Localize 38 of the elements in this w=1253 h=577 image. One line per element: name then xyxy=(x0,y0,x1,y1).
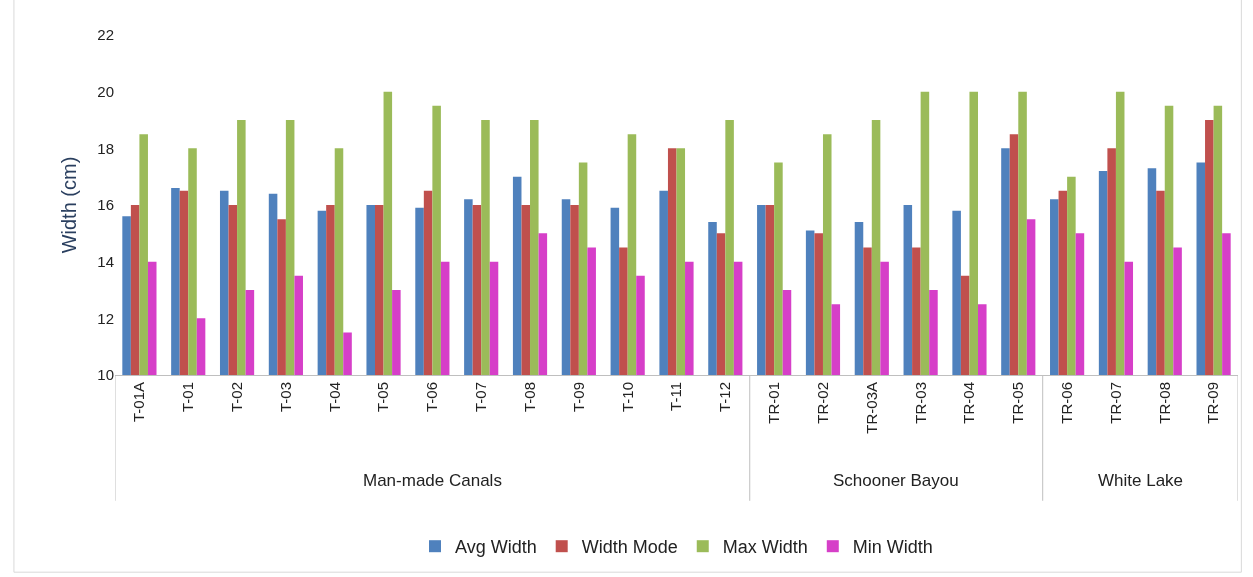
x-tick-label: T-04 xyxy=(325,382,343,413)
y-axis-title: Width (cm) xyxy=(57,156,80,254)
x-tick-label: T-01A xyxy=(130,382,148,423)
y-tick-label: 16 xyxy=(97,196,114,214)
x-tick-label: TR-06 xyxy=(1057,382,1075,424)
y-tick-label: 12 xyxy=(97,309,114,327)
y-tick-label: 20 xyxy=(97,82,114,100)
x-tick-label: TR-03A xyxy=(862,382,880,434)
x-tick-label: TR-07 xyxy=(1106,382,1124,424)
x-tick-label: TR-09 xyxy=(1204,382,1222,424)
x-tick-label: TR-02 xyxy=(813,382,831,424)
x-tick-label: T-03 xyxy=(276,382,294,413)
x-tick-label: T-05 xyxy=(374,382,392,413)
text: Man-made Canals xyxy=(363,471,502,490)
text: White Lake xyxy=(1098,471,1184,490)
text: Schooner Bayou xyxy=(833,471,959,490)
y-tick-label: 14 xyxy=(97,252,114,270)
x-tick-label: T-11 xyxy=(667,382,685,411)
y-tick-label: 10 xyxy=(97,366,114,384)
x-tick-label: TR-05 xyxy=(1009,382,1027,424)
x-tick-label: TR-01 xyxy=(765,382,783,424)
legend-label: Min Width xyxy=(852,537,933,558)
x-tick-label: TR-03 xyxy=(911,382,929,424)
y-tick-label: 18 xyxy=(97,139,114,157)
legend-label: Max Width xyxy=(722,537,808,558)
legend-label: Width Mode xyxy=(581,537,678,558)
x-tick-label: TR-04 xyxy=(960,382,978,424)
y-tick-label: 22 xyxy=(97,26,114,44)
x-tick-label: T-10 xyxy=(618,382,636,413)
x-tick-label: T-12 xyxy=(716,382,734,413)
x-tick-label: T-02 xyxy=(227,382,245,413)
x-tick-label: T-07 xyxy=(472,382,490,413)
x-tick-label: T-06 xyxy=(423,382,441,413)
x-tick-label: T-01 xyxy=(179,382,197,413)
x-tick-label: TR-08 xyxy=(1155,382,1173,424)
legend-label: Avg Width xyxy=(455,537,537,558)
x-tick-label: T-09 xyxy=(569,382,587,413)
x-tick-label: T-08 xyxy=(520,382,538,413)
